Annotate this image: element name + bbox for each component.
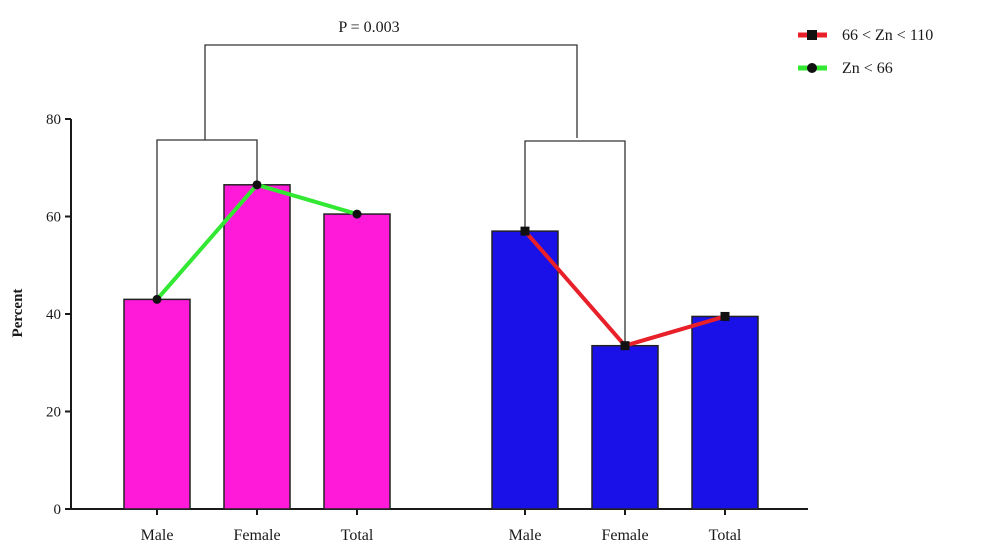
bar bbox=[323, 213, 391, 510]
bracket-top bbox=[204, 44, 578, 140]
line-point bbox=[520, 226, 530, 236]
y-tick-label: 40 bbox=[46, 307, 61, 323]
x-tick-label: Female bbox=[233, 527, 280, 544]
x-tick-label: Total bbox=[709, 527, 742, 544]
category-labels: Male Female Total Male Female Total bbox=[141, 527, 742, 544]
x-tick-label: Female bbox=[601, 527, 648, 544]
legend-label: Zn < 66 bbox=[842, 60, 893, 77]
legend-marker bbox=[807, 63, 817, 73]
line-point bbox=[720, 311, 730, 321]
bars bbox=[123, 184, 759, 510]
y-tick-label: 0 bbox=[54, 502, 62, 518]
line-point bbox=[620, 341, 630, 351]
x-tick-label: Male bbox=[141, 527, 174, 544]
bracket-right bbox=[524, 140, 626, 343]
bar bbox=[123, 298, 191, 510]
bar bbox=[591, 344, 659, 510]
y-tick-label: 60 bbox=[46, 210, 61, 226]
significance-brackets bbox=[156, 44, 626, 343]
bar bbox=[491, 230, 559, 510]
legend: 66 < Zn < 110 Zn < 66 bbox=[798, 27, 933, 77]
line-point bbox=[252, 180, 262, 190]
y-tick-label: 80 bbox=[46, 112, 61, 128]
x-tick-label: Total bbox=[341, 527, 374, 544]
line-point bbox=[352, 209, 362, 219]
legend-marker bbox=[807, 30, 817, 40]
y-axis-label: Percent bbox=[10, 289, 26, 338]
y-tick-label: 20 bbox=[46, 405, 61, 421]
line-point bbox=[152, 294, 162, 304]
bar bbox=[691, 315, 759, 510]
series-lines bbox=[152, 180, 730, 351]
p-value-annotation: P = 0.003 bbox=[338, 19, 399, 36]
axes: 0 20 40 60 80 bbox=[46, 112, 808, 518]
bar bbox=[223, 184, 291, 510]
legend-label: 66 < Zn < 110 bbox=[842, 27, 933, 44]
x-tick-label: Male bbox=[509, 527, 542, 544]
bracket-left bbox=[156, 139, 258, 297]
